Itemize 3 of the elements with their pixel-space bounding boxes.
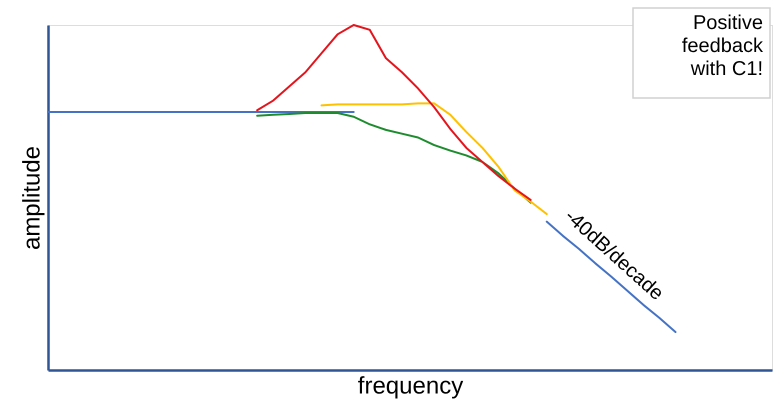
y-axis-title: amplitude xyxy=(18,146,46,250)
x-axis-title: frequency xyxy=(358,372,464,400)
annotation: Positive feedback with C1! xyxy=(682,12,764,80)
